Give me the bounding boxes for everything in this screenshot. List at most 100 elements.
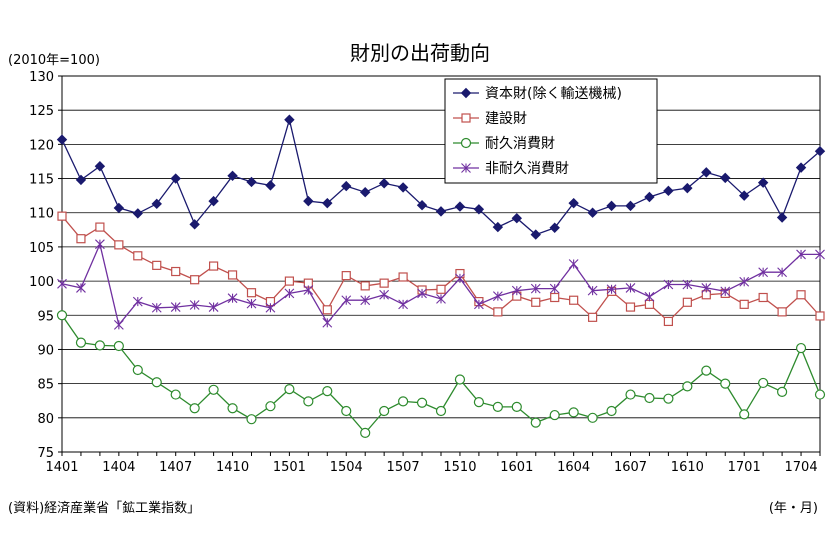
series-3 [56,310,826,438]
data-point [758,377,769,389]
data-point [625,200,636,212]
data-point [644,299,655,309]
data-point [303,195,314,207]
data-point [132,364,143,376]
data-point [644,291,655,302]
x-tick-label: 1610 [671,460,704,475]
data-point [246,298,257,309]
data-point [379,405,390,417]
data-point [76,234,86,244]
legend-label: 建設財 [485,111,527,127]
data-point [322,305,332,315]
x-tick-label: 1410 [216,460,249,475]
data-point [151,302,162,313]
x-tick-label: 1404 [102,460,135,475]
series-1 [56,114,826,240]
data-point [493,307,503,317]
data-point [492,221,504,233]
data-point [189,403,200,414]
data-point [663,279,674,290]
data-point [568,407,579,418]
data-point [416,397,428,408]
data-point [265,401,276,412]
data-point [644,191,655,203]
data-point [663,316,674,327]
data-point [815,249,825,260]
data-point [417,288,427,299]
legend-label: 非耐久消費財 [485,161,569,177]
data-point [436,284,446,294]
data-point [265,180,276,191]
plot-area-border [61,75,821,453]
y-tick-label: 80 [37,412,54,427]
data-point [568,259,579,269]
data-point [189,300,200,310]
unit-label: (2010年=100) [8,53,100,68]
data-point [758,267,769,278]
series-4 [57,239,825,330]
y-tick-label: 95 [37,309,54,324]
data-point [189,219,200,230]
data-point [398,396,409,407]
y-tick-label: 90 [37,343,54,358]
data-point [57,278,67,289]
x-tick-label: 1704 [785,460,818,475]
data-point [815,311,825,321]
x-tick-label: 1607 [614,460,647,475]
x-tick-label: 1501 [273,460,306,475]
data-point [757,177,769,188]
data-point [151,377,162,388]
data-point [531,297,541,307]
data-point [435,405,447,417]
data-point [227,170,238,182]
data-point [777,307,787,317]
data-point [341,180,352,192]
data-point [171,266,181,277]
data-point [606,200,617,212]
data-point [739,299,749,309]
data-point [454,374,466,385]
data-point [341,295,352,306]
data-point [284,114,295,125]
data-point [94,161,106,172]
x-axis-label: (年・月) [769,501,818,516]
data-point [227,403,238,414]
data-point [549,283,560,294]
data-point [322,386,333,397]
data-point [435,206,447,217]
data-point [701,283,712,293]
data-point [739,276,750,287]
data-point [777,267,787,278]
data-point [587,285,598,296]
data-point [461,113,471,123]
data-point [587,312,598,322]
y-tick-label: 130 [29,70,54,85]
legend-label: 耐久消費財 [485,136,555,152]
data-point [511,285,522,296]
data-point [549,409,560,421]
data-point [814,389,826,400]
legend-item: 耐久消費財 [453,136,555,152]
data-point [398,299,408,310]
y-tick-label: 115 [29,173,54,188]
y-tick-label: 75 [37,446,54,461]
data-point [170,389,181,400]
data-point [625,389,636,400]
data-point [473,204,485,215]
data-point [796,290,806,300]
y-tick-label: 125 [29,104,54,119]
data-point [473,396,484,408]
data-point [530,283,541,294]
data-point [341,405,352,417]
data-point [644,392,655,404]
x-axis: 1401 1404 1407 1410 1501 1504 1507 1510 1601 1604… [45,452,821,475]
data-point [303,285,314,295]
y-tick-label: 105 [29,241,54,256]
data-point [246,176,257,188]
data-point [113,319,124,330]
legend-item: 資本財(除く輸送機械) [453,86,622,102]
data-point [132,208,144,219]
data-point [113,340,124,352]
data-point [378,178,390,189]
